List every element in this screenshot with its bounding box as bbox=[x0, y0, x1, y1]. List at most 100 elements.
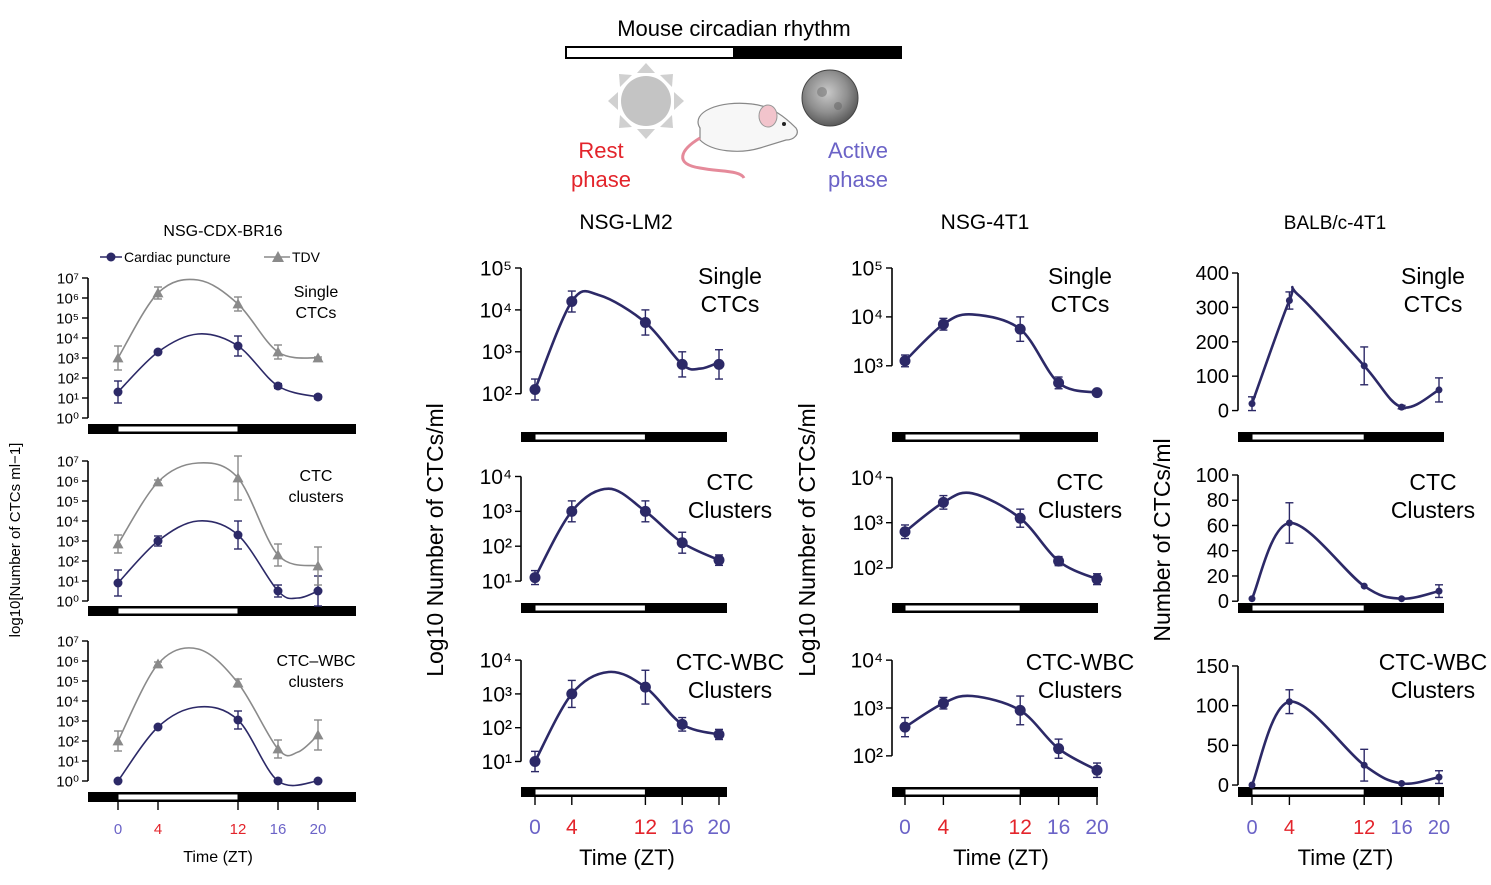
y-tick-label: 10³ bbox=[57, 350, 79, 367]
series-line bbox=[533, 289, 720, 391]
data-point bbox=[676, 537, 688, 549]
y-tick-label: 10¹ bbox=[57, 390, 79, 407]
subplot-label: CTC bbox=[300, 468, 333, 485]
data-point bbox=[639, 316, 651, 328]
subplot-label: clusters bbox=[288, 674, 343, 691]
subplot-label: Single bbox=[294, 284, 339, 301]
y-tick-label: 10³ bbox=[482, 501, 512, 524]
panel-p1: NSG-CDX-BR16 log10[Number of CTCs ml−1] Ca… bbox=[7, 223, 356, 866]
data-point bbox=[1398, 779, 1406, 787]
data-point bbox=[899, 721, 911, 733]
data-point bbox=[1398, 595, 1406, 603]
subplot-label: Clusters bbox=[1391, 677, 1475, 703]
y-tick-label: 10² bbox=[482, 536, 512, 559]
y-tick-label: 10¹ bbox=[482, 751, 512, 774]
y-tick-label: 100 bbox=[1196, 465, 1229, 487]
data-point bbox=[273, 586, 283, 596]
data-point bbox=[1014, 323, 1026, 335]
series-line bbox=[904, 694, 1098, 772]
data-point bbox=[1091, 387, 1103, 399]
subplot-2: 10⁰ 10¹ 10² 10³ 10⁴ 10⁵ 10⁶ 10⁷ CTC clusters bbox=[56, 453, 356, 616]
subplot-label: CTC-WBC bbox=[1026, 649, 1135, 675]
subplot-label: Clusters bbox=[1391, 497, 1475, 523]
y-tick-label: 10⁴ bbox=[480, 649, 512, 672]
y-tick-label: 10⁵ bbox=[480, 257, 512, 280]
data-point bbox=[639, 681, 651, 693]
day-segment bbox=[1251, 604, 1365, 612]
y-tick-label: 10¹ bbox=[57, 573, 79, 590]
subplot-label: CTC-WBC bbox=[676, 649, 785, 675]
y-tick-label: 10³ bbox=[853, 697, 883, 720]
night-bar bbox=[734, 46, 902, 59]
y-tick-label: 10² bbox=[57, 733, 79, 750]
active-phase-label-2: phase bbox=[828, 167, 888, 192]
data-point bbox=[1360, 582, 1368, 590]
y-tick-label: 10⁶ bbox=[56, 653, 79, 670]
day-bar bbox=[565, 46, 735, 59]
data-point bbox=[529, 384, 541, 396]
data-point bbox=[937, 318, 949, 330]
rest-phase-label-2: phase bbox=[571, 167, 631, 192]
subplot-label: CTCs bbox=[1051, 291, 1110, 317]
data-point bbox=[566, 505, 578, 517]
y-tick-label: 10² bbox=[482, 383, 512, 406]
x-tick-label: 20 bbox=[707, 816, 730, 839]
data-point bbox=[1285, 297, 1293, 305]
data-point bbox=[1248, 781, 1256, 789]
data-point bbox=[113, 578, 123, 588]
subplot-1: 10⁰ 10¹ 10² 10³ 10⁴ 10⁵ 10⁶ 10⁷ Single CTCs bbox=[56, 270, 356, 434]
data-point bbox=[713, 554, 725, 566]
subplot-label: CTCs bbox=[1404, 291, 1463, 317]
x-axis-label: Time (ZT) bbox=[1298, 845, 1394, 870]
series-line bbox=[117, 705, 319, 787]
day-segment bbox=[1251, 433, 1365, 441]
data-point bbox=[1248, 595, 1256, 603]
subplot-3: 10⁰ 10¹ 10² 10³ 10⁴ 10⁵ 10⁶ 10⁷ CTC–WBC clusters bbox=[56, 633, 356, 802]
data-point bbox=[1091, 573, 1103, 585]
panel-title: NSG-4T1 bbox=[941, 211, 1030, 234]
series-line bbox=[1250, 700, 1440, 786]
data-point bbox=[1398, 403, 1406, 411]
data-point bbox=[713, 728, 725, 740]
y-tick-label: 10⁵ bbox=[56, 673, 79, 690]
day-segment bbox=[904, 788, 1021, 796]
y-tick-label: 0 bbox=[1218, 591, 1229, 613]
data-point bbox=[529, 572, 541, 584]
data-point-tdv bbox=[312, 729, 324, 740]
data-point-tdv bbox=[232, 472, 244, 483]
data-point bbox=[113, 776, 123, 786]
day-segment bbox=[534, 604, 646, 612]
data-point bbox=[529, 755, 541, 767]
data-point bbox=[313, 776, 323, 786]
subplot-label: Single bbox=[1048, 263, 1112, 289]
y-axis-label: log10[Number of CTCs ml−1] bbox=[7, 443, 24, 638]
y-tick-label: 10⁴ bbox=[851, 467, 883, 490]
data-point bbox=[566, 296, 578, 308]
subplot-label: CTC–WBC bbox=[276, 653, 355, 670]
y-tick-label: 10³ bbox=[57, 713, 79, 730]
y-axis-label: Log10 Number of CTCs/ml bbox=[422, 403, 448, 677]
y-tick-label: 10⁴ bbox=[851, 306, 883, 329]
y-tick-label: 10² bbox=[482, 717, 512, 740]
x-tick-label: 4 bbox=[154, 821, 162, 838]
data-point bbox=[313, 586, 323, 596]
y-tick-label: 0 bbox=[1218, 775, 1229, 797]
legend: Cardiac puncture TDV bbox=[100, 249, 321, 265]
day-segment bbox=[904, 604, 1021, 612]
y-tick-label: 300 bbox=[1196, 297, 1229, 319]
x-axis-label: Time (ZT) bbox=[953, 845, 1049, 870]
data-point-tdv bbox=[152, 287, 164, 298]
data-point-tdv bbox=[272, 743, 284, 754]
y-tick-label: 10² bbox=[57, 553, 79, 570]
y-tick-label: 100 bbox=[1196, 696, 1229, 718]
legend-marker-tdv bbox=[272, 251, 284, 262]
y-tick-label: 10⁴ bbox=[851, 649, 883, 672]
y-tick-label: 80 bbox=[1207, 490, 1229, 512]
data-point bbox=[273, 381, 283, 391]
data-point bbox=[153, 536, 163, 546]
y-tick-label: 10² bbox=[853, 557, 883, 580]
x-tick-label: 20 bbox=[1428, 817, 1450, 839]
